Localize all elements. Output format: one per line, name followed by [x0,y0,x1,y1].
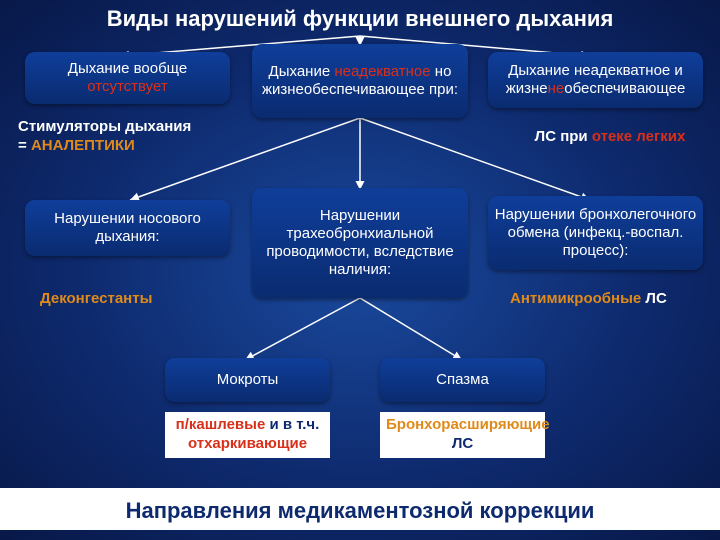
slide-footer: Направления медикаментозной коррекции [0,488,720,530]
label-cough: п/кашлевые и в т.ч. отхаркивающие [165,412,330,458]
node-tracheo: Нарушении трахеобронхиальной проводимост… [252,188,468,298]
node-absent: Дыхание вообще отсутствует [25,52,230,104]
label-pulm-edema: ЛС при отеке легких [510,128,710,147]
node-spasm: Спазма [380,358,545,402]
slide-title: Виды нарушений функции внешнего дыхания [0,6,720,32]
label-broncho: Бронхорасширяющие ЛС [380,412,545,458]
node-text: Дыхание вообще отсутствует [31,60,224,96]
node-text: Нарушении бронхолегочного обмена (инфекц… [494,206,697,260]
node-text: Нарушении носового дыхания: [31,210,224,246]
slide-root: Виды нарушений функции внешнего дыхания … [0,0,720,540]
node-inadequate-nolife: Дыхание неадекватное и жизненеобеспечива… [488,52,703,108]
node-text: Спазма [436,371,489,389]
node-text: Дыхание неадекватное и жизненеобеспечива… [494,62,697,98]
node-broncho: Нарушении бронхолегочного обмена (инфекц… [488,196,703,270]
node-text: Дыхание неадекватное но жизнеобеспечиваю… [258,63,462,99]
node-inadequate-life: Дыхание неадекватное но жизнеобеспечиваю… [252,44,468,118]
label-antimicrobial: Антимикрообные ЛС [510,290,667,309]
label-analeptics: Стимуляторы дыхания = АНАЛЕПТИКИ [18,118,238,156]
node-text: Нарушении трахеобронхиальной проводимост… [258,207,462,279]
label-decongestants: Деконгестанты [40,290,152,309]
node-sputum: Мокроты [165,358,330,402]
node-nasal: Нарушении носового дыхания: [25,200,230,256]
node-text: Мокроты [217,371,279,389]
